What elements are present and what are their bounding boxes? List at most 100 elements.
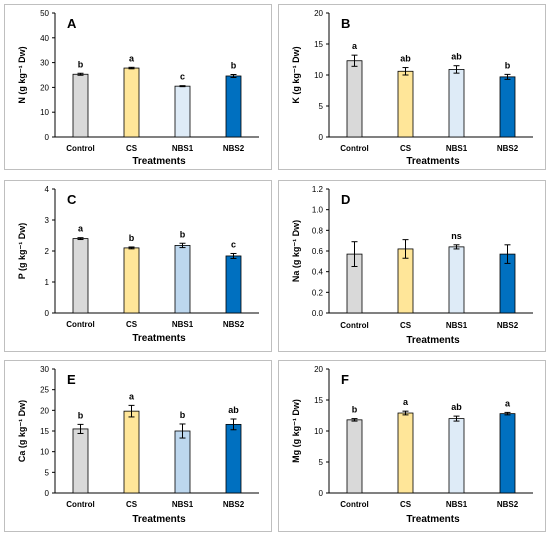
- panel-label: D: [341, 192, 350, 207]
- x-axis-title: Treatments: [132, 514, 186, 525]
- significance-letter: b: [180, 229, 186, 239]
- significance-letter: ab: [228, 405, 239, 415]
- category-label: NBS2: [497, 321, 519, 330]
- panel-c: 0 1 2 3 4 a Control b CS b NBS1 c NBS2 Treatments P (g…: [4, 180, 272, 352]
- significance-letter: a: [129, 53, 135, 63]
- bar-nbs1: [174, 245, 191, 314]
- bar-nbs2: [225, 255, 242, 314]
- bar-nbs2: [225, 75, 242, 138]
- significance-letter: c: [180, 72, 185, 82]
- y-tick-label: 0.0: [312, 309, 324, 318]
- x-axis-title: Treatments: [406, 335, 460, 346]
- bar-cs: [123, 67, 140, 138]
- panel-label: A: [67, 16, 77, 31]
- panel-label: C: [67, 192, 77, 207]
- significance-letter: ab: [400, 54, 411, 64]
- category-label: NBS2: [497, 500, 519, 509]
- y-axis-title: N (g kg⁻¹ Dw): [17, 46, 27, 103]
- category-label: NBS1: [172, 320, 194, 329]
- y-tick-label: 10: [314, 427, 323, 436]
- bar-nbs2: [499, 76, 516, 138]
- bar-nbs2: [499, 413, 516, 494]
- x-axis-title: Treatments: [132, 333, 186, 344]
- bar-nbs1: [174, 430, 191, 494]
- y-tick-label: 10: [314, 71, 323, 80]
- significance-letter: b: [352, 405, 358, 415]
- significance-letter: b: [180, 410, 186, 420]
- y-tick-label: 15: [40, 427, 49, 436]
- y-axis-title: Ca (g kg⁻¹ Dw): [17, 400, 27, 462]
- y-tick-label: 30: [40, 365, 49, 374]
- bar-cs: [123, 410, 140, 494]
- y-tick-label: 10: [40, 108, 49, 117]
- category-label: CS: [400, 321, 412, 330]
- bar-nbs1: [174, 85, 191, 138]
- y-tick-label: 1: [45, 278, 50, 287]
- category-label: Control: [66, 320, 94, 329]
- y-tick-label: 5: [319, 458, 324, 467]
- chart-svg-b: 0 5 10 15 20 a Control ab CS ab NBS1 b NBS2 Treatment…: [291, 9, 533, 167]
- category-label: CS: [400, 144, 412, 153]
- significance-letter: ab: [451, 402, 462, 412]
- y-axis-title: Na (g kg⁻¹ Dw): [291, 220, 301, 282]
- category-label: CS: [400, 500, 412, 509]
- category-label: Control: [66, 500, 94, 509]
- significance-letter: a: [403, 397, 409, 407]
- category-label: NBS2: [223, 500, 245, 509]
- significance-letter: b: [78, 59, 84, 69]
- x-axis-title: Treatments: [406, 514, 460, 525]
- category-label: NBS1: [446, 321, 468, 330]
- significance-letter: a: [352, 41, 358, 51]
- bar-control: [346, 60, 363, 138]
- y-tick-label: 25: [40, 386, 49, 395]
- panel-b: 0 5 10 15 20 a Control ab CS ab NBS1 b NBS2 Treatment…: [278, 4, 546, 170]
- category-label: CS: [126, 144, 138, 153]
- y-tick-label: 2: [45, 247, 50, 256]
- bar-control: [346, 419, 363, 494]
- bar-nbs1: [448, 418, 465, 494]
- category-label: NBS1: [172, 144, 194, 153]
- x-axis-title: Treatments: [132, 156, 186, 167]
- y-tick-label: 0.8: [312, 226, 324, 235]
- y-tick-label: 50: [40, 9, 49, 18]
- significance-letter: a: [505, 398, 511, 408]
- y-tick-label: 5: [319, 102, 324, 111]
- y-tick-label: 20: [40, 83, 49, 92]
- category-label: NBS1: [172, 500, 194, 509]
- y-tick-label: 3: [45, 216, 50, 225]
- y-tick-label: 5: [45, 468, 50, 477]
- y-tick-label: 30: [40, 59, 49, 68]
- category-label: NBS2: [223, 144, 245, 153]
- panel-label: B: [341, 16, 350, 31]
- panel-a: 0 10 20 30 40 50 b Control a CS c NBS1 b NBS2 Treatmen…: [4, 4, 272, 170]
- y-tick-label: 1.2: [312, 185, 324, 194]
- y-tick-label: 0: [45, 133, 50, 142]
- panel-e: 0 5 10 15 20 25 30 b Control a CS b NBS1 ab NBS2 Treatm…: [4, 360, 272, 532]
- significance-letter: a: [78, 224, 84, 234]
- chart-svg-e: 0 5 10 15 20 25 30 b Control a CS b NBS1 ab NBS2 Treatm…: [17, 365, 259, 525]
- y-tick-label: 15: [314, 396, 323, 405]
- y-tick-label: 40: [40, 34, 49, 43]
- category-label: NBS2: [223, 320, 245, 329]
- panel-d: 0.0 0.2 0.4 0.6 0.8 1.0 1.2 Control CS ns NBS1 NBS2…: [278, 180, 546, 352]
- chart-svg-a: 0 10 20 30 40 50 b Control a CS c NBS1 b NBS2 Treatmen…: [17, 9, 259, 167]
- category-label: CS: [126, 500, 138, 509]
- y-tick-label: 0.2: [312, 288, 324, 297]
- category-label: NBS1: [446, 500, 468, 509]
- x-axis-title: Treatments: [406, 156, 460, 167]
- y-axis-title: K (g kg⁻¹ Dw): [291, 46, 301, 103]
- significance-letter: b: [129, 233, 135, 243]
- bar-nbs2: [225, 423, 242, 494]
- chart-svg-d: 0.0 0.2 0.4 0.6 0.8 1.0 1.2 Control CS ns NBS1 NBS2…: [291, 185, 533, 346]
- significance-letter: ab: [451, 52, 462, 62]
- significance-letter: a: [129, 391, 135, 401]
- y-tick-label: 20: [40, 406, 49, 415]
- y-tick-label: 10: [40, 448, 49, 457]
- chart-svg-f: 0 5 10 15 20 b Control a CS ab NBS1 a NBS2 Treatments…: [291, 365, 533, 525]
- category-label: NBS2: [497, 144, 519, 153]
- chart-svg-c: 0 1 2 3 4 a Control b CS b NBS1 c NBS2 Treatments P (g…: [17, 185, 259, 344]
- panel-label: F: [341, 372, 349, 387]
- bar-control: [72, 73, 89, 138]
- bar-cs: [397, 70, 414, 138]
- y-axis-title: P (g kg⁻¹ Dw): [17, 223, 27, 280]
